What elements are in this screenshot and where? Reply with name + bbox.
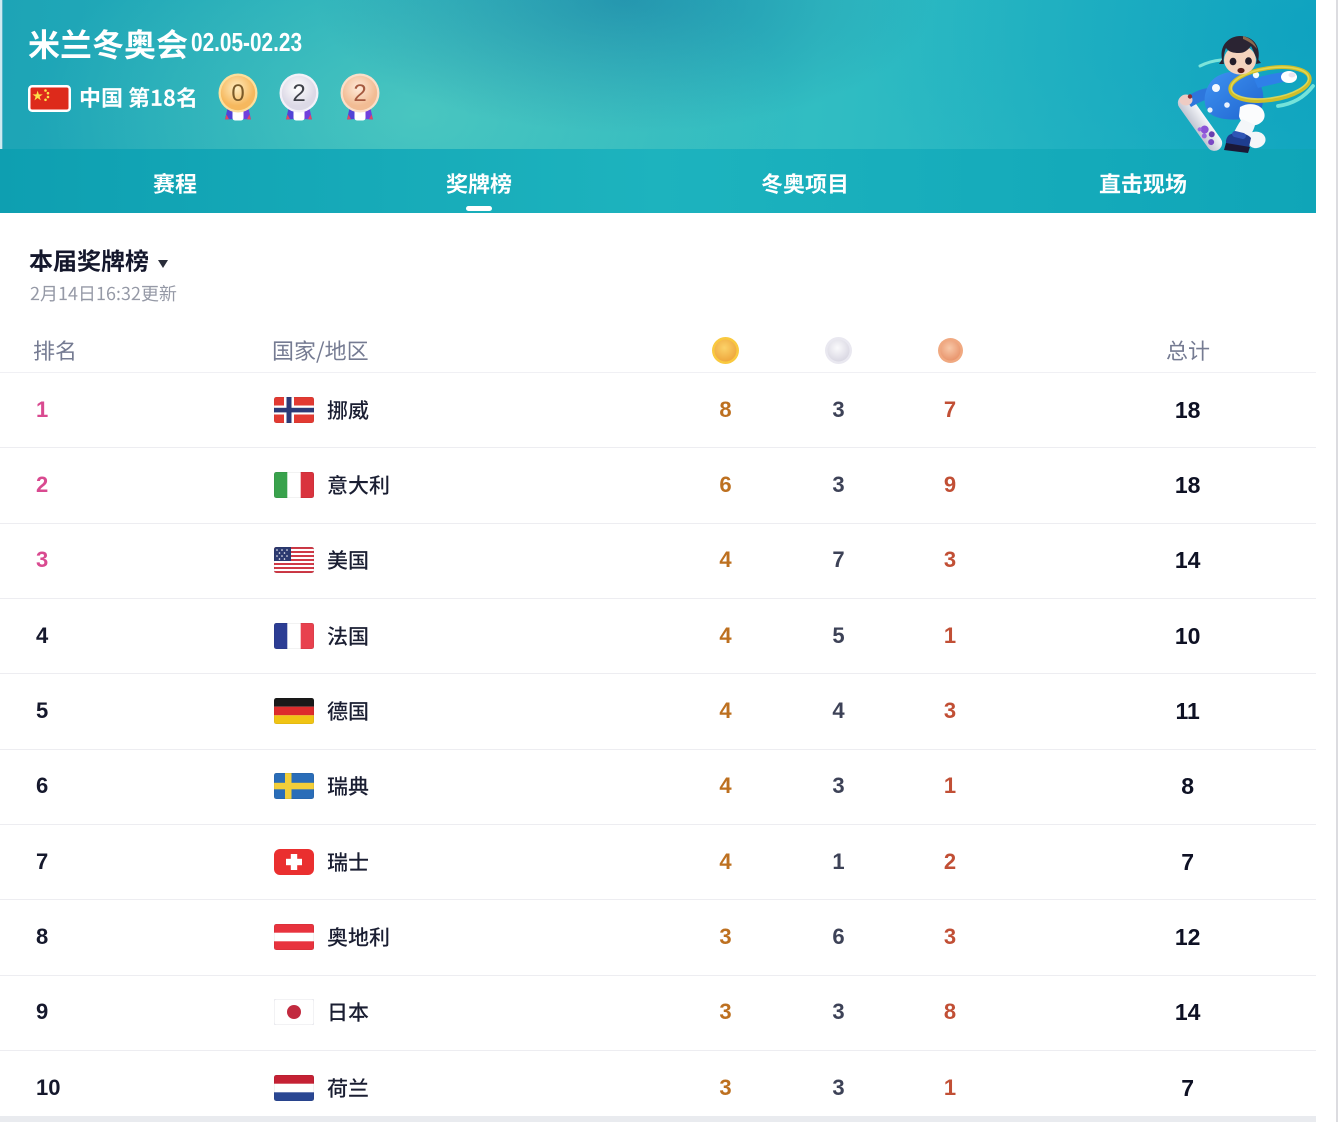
svg-text:2: 2 [353, 80, 366, 107]
svg-text:2: 2 [292, 80, 305, 107]
svg-text:0: 0 [231, 80, 244, 107]
